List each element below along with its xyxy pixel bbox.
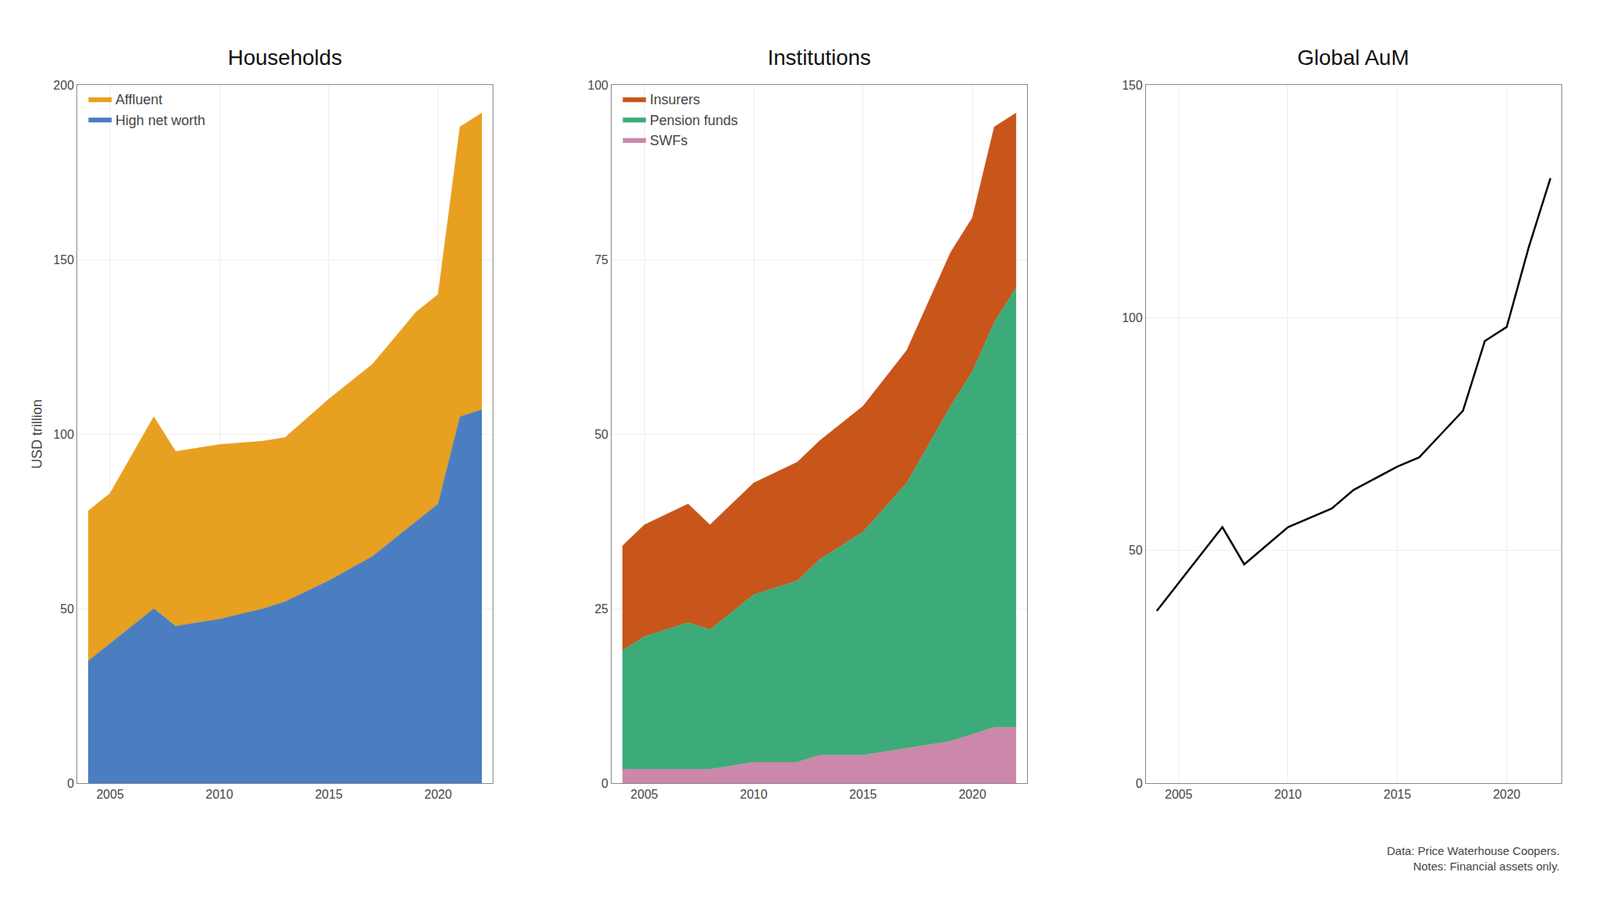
svg-text:2020: 2020 — [958, 787, 987, 801]
svg-text:2010: 2010 — [205, 787, 234, 801]
svg-text:2015: 2015 — [1383, 787, 1412, 801]
svg-text:2010: 2010 — [1274, 787, 1302, 801]
svg-text:2005: 2005 — [630, 787, 659, 801]
svg-text:SWFs: SWFs — [650, 132, 689, 149]
svg-text:0: 0 — [1135, 776, 1143, 790]
svg-text:Pension funds: Pension funds — [650, 112, 739, 129]
svg-text:2005: 2005 — [96, 787, 125, 801]
svg-text:25: 25 — [594, 602, 609, 616]
svg-text:200: 200 — [53, 78, 75, 92]
svg-text:Global AuM: Global AuM — [1297, 45, 1410, 70]
svg-text:150: 150 — [1122, 78, 1143, 92]
svg-text:Insurers: Insurers — [650, 91, 701, 108]
svg-text:2020: 2020 — [1492, 787, 1521, 801]
svg-text:2010: 2010 — [739, 787, 768, 801]
svg-text:0: 0 — [601, 776, 609, 790]
svg-text:100: 100 — [1122, 311, 1143, 325]
svg-text:75: 75 — [594, 253, 609, 267]
svg-text:150: 150 — [53, 253, 75, 267]
svg-text:Data: Price Waterhouse Coopers: Data: Price Waterhouse Coopers.Notes: Fi… — [1386, 844, 1560, 873]
svg-text:2015: 2015 — [849, 787, 878, 801]
svg-text:USD trillion: USD trillion — [29, 399, 45, 469]
svg-text:50: 50 — [1128, 543, 1143, 557]
svg-text:Institutions: Institutions — [767, 45, 872, 70]
svg-text:2015: 2015 — [315, 787, 343, 801]
svg-text:50: 50 — [594, 427, 609, 441]
svg-text:Affluent: Affluent — [115, 91, 163, 108]
svg-text:100: 100 — [53, 427, 75, 441]
svg-text:High net worth: High net worth — [115, 112, 206, 129]
svg-text:50: 50 — [60, 602, 75, 616]
svg-text:2005: 2005 — [1165, 787, 1194, 801]
svg-text:2020: 2020 — [424, 787, 453, 801]
svg-text:0: 0 — [67, 776, 75, 790]
svg-text:100: 100 — [587, 78, 609, 92]
svg-text:Households: Households — [227, 45, 343, 70]
